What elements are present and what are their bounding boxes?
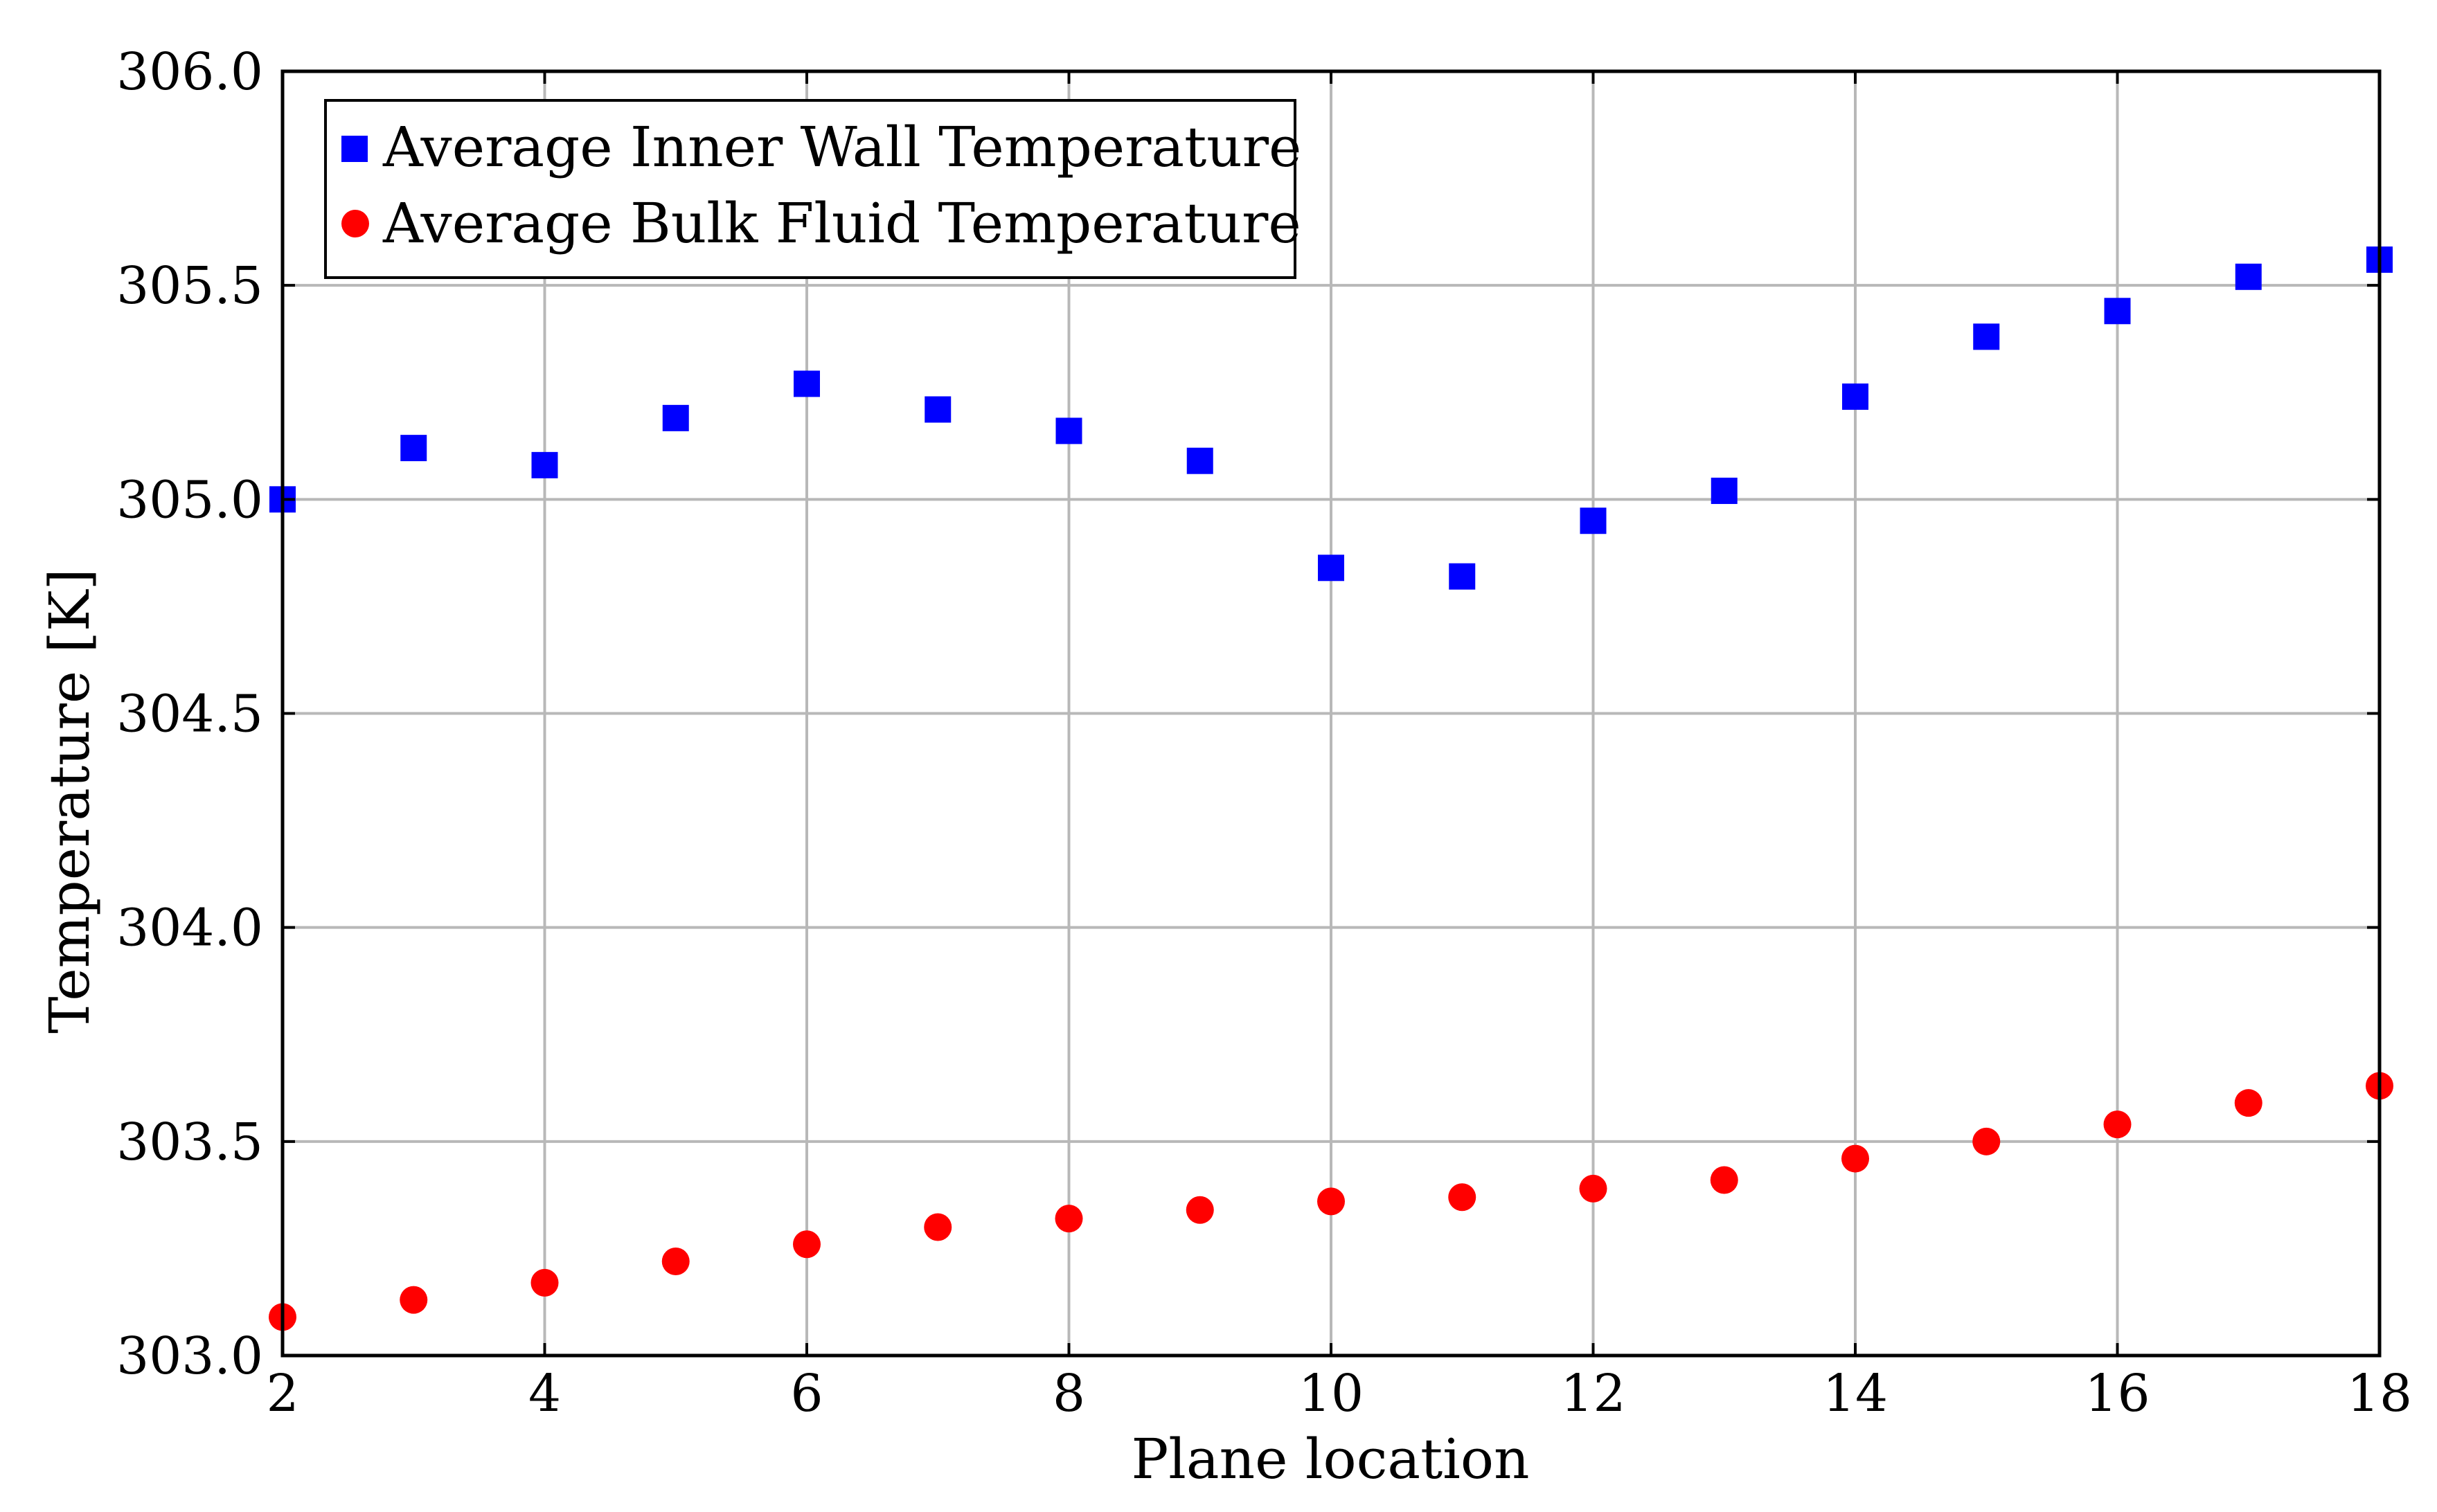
data-point-square	[662, 404, 689, 431]
legend-circle-marker	[341, 210, 369, 237]
data-point-circle	[1841, 1144, 1869, 1173]
legend-label-inner-wall: Average Inner Wall Temperature	[382, 115, 1301, 179]
legend-box	[324, 99, 1296, 279]
data-point-square	[531, 451, 558, 478]
x-axis-label: Plane location	[1131, 1427, 1529, 1491]
x-tick-label: 16	[2085, 1364, 2150, 1423]
series-bulk-fluid-temperature	[269, 1072, 2393, 1331]
data-point-circle	[1710, 1166, 1738, 1194]
data-marks	[269, 246, 2393, 1331]
y-tick-label: 306.0	[116, 42, 263, 102]
y-tick-label: 305.0	[116, 470, 263, 530]
legend-square-marker	[341, 136, 368, 162]
data-point-square	[2235, 263, 2262, 290]
data-point-square	[925, 396, 952, 423]
x-axis-tick-labels: 2 4 6 8 10 12 14 16 18	[266, 1364, 2412, 1423]
data-point-square	[794, 370, 820, 397]
data-point-circle	[793, 1230, 821, 1259]
data-point-square	[1842, 383, 1868, 410]
data-point-circle	[530, 1268, 559, 1297]
data-point-circle	[2234, 1089, 2262, 1117]
data-point-circle	[2103, 1110, 2132, 1139]
x-tick-label: 4	[528, 1364, 561, 1423]
data-point-circle	[400, 1286, 428, 1314]
y-axis-label: Temperature [K]	[37, 568, 102, 1034]
x-tick-label: 14	[1823, 1364, 1888, 1423]
x-tick-label: 8	[1053, 1364, 1085, 1423]
x-tick-label: 12	[1560, 1364, 1625, 1423]
legend-label-bulk-fluid: Average Bulk Fluid Temperature	[382, 191, 1301, 255]
data-point-circle	[1317, 1187, 1345, 1216]
y-tick-label: 303.0	[116, 1326, 263, 1386]
y-tick-label: 304.0	[116, 899, 263, 958]
data-point-circle	[1448, 1183, 1476, 1212]
data-point-square	[1580, 507, 1607, 534]
data-point-square	[400, 435, 427, 462]
data-point-square	[1318, 555, 1344, 582]
y-axis-tick-labels: 303.0 303.5 304.0 304.5 305.0 305.5 306.0	[116, 42, 263, 1386]
legend: Average Inner Wall Temperature Average B…	[324, 99, 1301, 279]
data-point-circle	[661, 1247, 690, 1275]
data-point-square	[1055, 417, 1082, 444]
data-point-square	[1711, 477, 1738, 504]
x-tick-label: 6	[790, 1364, 823, 1423]
data-point-circle	[1055, 1205, 1083, 1233]
y-tick-label: 303.5	[116, 1113, 263, 1172]
axis-ticks	[281, 70, 2381, 1357]
data-point-square	[1186, 447, 1213, 474]
x-tick-label: 18	[2347, 1364, 2412, 1423]
x-tick-label: 10	[1298, 1364, 1364, 1423]
data-point-square	[1973, 323, 2000, 350]
data-point-circle	[1579, 1174, 1607, 1203]
data-point-circle	[924, 1213, 952, 1241]
x-tick-label: 2	[266, 1364, 298, 1423]
y-tick-label: 305.5	[116, 256, 263, 316]
data-point-square	[1449, 563, 1476, 590]
data-point-square	[2104, 298, 2131, 325]
y-tick-label: 304.5	[116, 685, 263, 744]
data-point-circle	[1972, 1127, 2001, 1155]
data-point-circle	[1186, 1196, 1214, 1224]
